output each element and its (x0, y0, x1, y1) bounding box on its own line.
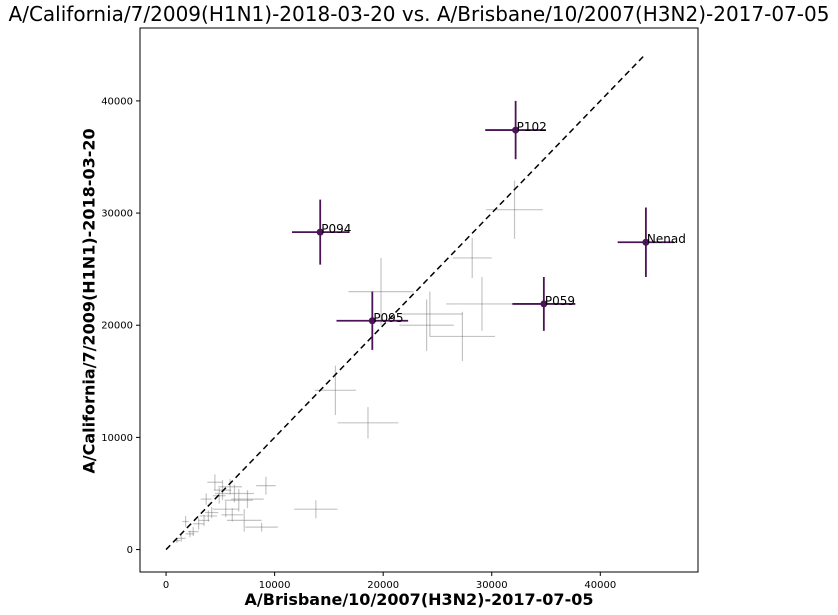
background-point (231, 490, 264, 509)
data-point-marker (512, 126, 520, 134)
point-label: P094 (321, 222, 351, 236)
point-label: P059 (545, 294, 575, 308)
chart-title: A/California/7/2009(H1N1)-2018-03-20 vs.… (8, 2, 830, 26)
x-tick-label: 0 (163, 580, 169, 590)
background-point (199, 510, 218, 522)
highlighted-point-p094: P094 (291, 199, 351, 265)
background-point (214, 484, 254, 503)
background-point (399, 299, 454, 352)
background-point (200, 493, 212, 505)
y-axis-label: A/California/7/2009(H1N1)-2018-03-20 (79, 128, 99, 474)
x-tick-label: 40000 (584, 580, 616, 590)
x-tick-label: 20000 (367, 580, 399, 590)
background-point (337, 407, 399, 439)
point-label: Nenad (647, 232, 686, 246)
highlighted-point-p102: P102 (485, 100, 547, 160)
data-point-marker (642, 238, 650, 246)
background-point (198, 514, 210, 527)
background-point (182, 515, 189, 528)
background-point (226, 509, 262, 532)
background-point (224, 488, 253, 512)
highlighted-point-p095: P095 (336, 291, 409, 350)
y-tick-label: 40000 (101, 96, 133, 107)
data-point-marker (540, 300, 548, 308)
y-tick-label: 20000 (101, 321, 133, 332)
background-point (221, 508, 244, 522)
background-point (205, 506, 219, 519)
background-point (397, 291, 463, 337)
background-point (176, 534, 186, 542)
y-axis-ticks: 0 10000 20000 30000 40000 (101, 96, 140, 556)
background-point (245, 522, 278, 532)
highlighted-points: P102 P094 Nenad P059 P095 (291, 100, 686, 350)
diagonal-reference-line (165, 53, 647, 551)
x-axis-label: A/Brisbane/10/2007(H3N2)-2017-07-05 (244, 590, 594, 609)
background-points (173, 180, 543, 543)
highlighted-point-nenad: Nenad (617, 207, 686, 278)
background-point (185, 530, 195, 538)
y-tick-label: 30000 (101, 209, 133, 220)
point-label: P095 (373, 311, 403, 325)
x-tick-label: 10000 (259, 580, 291, 590)
point-label: P102 (517, 120, 547, 134)
background-point (212, 487, 226, 504)
background-point (218, 478, 243, 495)
y-tick-label: 0 (127, 545, 133, 556)
background-point (452, 237, 492, 279)
x-axis-ticks: 0 10000 20000 30000 40000 (163, 572, 616, 590)
background-point (294, 500, 338, 519)
scatter-chart: P102 P094 Nenad P059 P095 0 10000 20000 30000 40… (101, 27, 699, 590)
background-point (348, 257, 414, 326)
background-point (256, 476, 276, 495)
background-point (207, 474, 223, 491)
background-point (212, 501, 239, 518)
background-point (187, 527, 199, 537)
background-point (446, 277, 518, 331)
highlighted-point-p059: P059 (512, 277, 576, 331)
background-point (213, 480, 232, 501)
x-tick-label: 30000 (476, 580, 508, 590)
y-tick-label: 10000 (101, 433, 133, 444)
data-point-marker (368, 317, 376, 325)
background-point (429, 311, 495, 362)
data-point-marker (316, 228, 324, 236)
background-point (193, 518, 205, 530)
